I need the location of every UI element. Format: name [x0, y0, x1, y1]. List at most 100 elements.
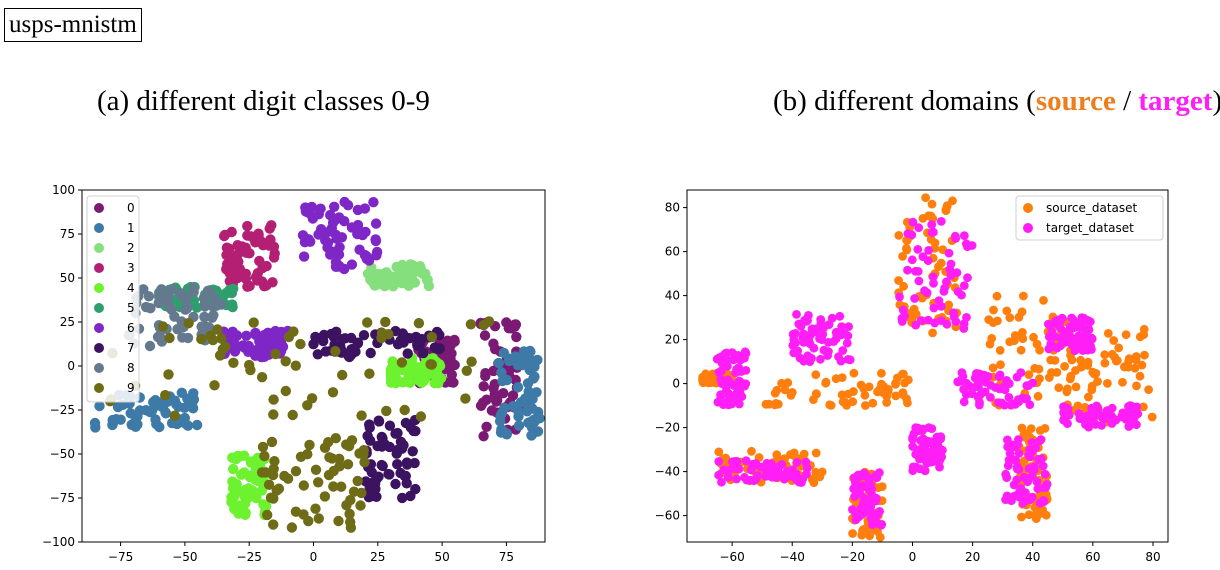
data-point — [995, 346, 1005, 355]
data-point — [389, 363, 400, 374]
data-point — [989, 305, 998, 315]
data-point — [936, 217, 946, 226]
data-point — [1002, 376, 1011, 385]
data-point — [390, 428, 401, 439]
data-point — [313, 513, 324, 524]
data-point — [952, 268, 962, 278]
data-point — [480, 370, 491, 382]
data-point — [154, 289, 165, 300]
data-point — [942, 277, 951, 287]
data-point — [261, 260, 272, 272]
data-point — [1035, 426, 1045, 435]
data-point — [821, 377, 831, 387]
data-point — [1035, 436, 1045, 446]
data-point — [252, 275, 263, 286]
data-point — [957, 290, 966, 300]
data-point — [1054, 315, 1063, 325]
data-point — [483, 316, 495, 327]
data-point — [836, 356, 846, 366]
data-point — [881, 385, 891, 394]
data-point — [250, 460, 261, 471]
data-point — [340, 333, 351, 344]
data-point — [920, 286, 929, 296]
data-point — [1030, 510, 1040, 520]
data-point — [164, 332, 175, 344]
data-point — [405, 362, 417, 373]
data-point — [286, 522, 298, 533]
legend-marker — [94, 303, 104, 313]
data-point — [268, 519, 279, 530]
data-point — [300, 206, 312, 217]
data-point — [860, 390, 870, 400]
data-point — [342, 459, 354, 470]
data-point — [248, 317, 259, 328]
data-point — [1046, 355, 1056, 365]
data-point — [295, 451, 307, 462]
data-point — [365, 274, 376, 285]
data-point — [268, 409, 279, 420]
data-point — [242, 281, 253, 292]
data-point — [907, 230, 917, 240]
caption-b-suffix: ) — [1212, 85, 1220, 117]
y-tick-label: 60 — [665, 245, 680, 259]
data-point — [260, 500, 272, 512]
data-point — [216, 333, 227, 344]
data-point — [376, 332, 387, 344]
data-point — [1079, 335, 1088, 345]
data-point — [930, 318, 940, 328]
data-point — [1002, 306, 1012, 316]
data-point — [861, 401, 870, 410]
data-point — [788, 329, 798, 339]
data-point — [799, 329, 808, 339]
data-point — [1078, 317, 1088, 327]
data-point — [1120, 362, 1129, 372]
data-point — [816, 354, 825, 364]
data-point — [529, 416, 540, 428]
data-point — [261, 280, 272, 291]
data-point — [899, 281, 908, 291]
data-point — [528, 373, 539, 384]
data-point — [415, 372, 426, 383]
data-point — [273, 483, 285, 494]
data-point — [795, 353, 805, 363]
data-point — [493, 357, 504, 369]
data-point — [481, 421, 492, 432]
legend-label: 8 — [127, 361, 135, 375]
data-point — [410, 262, 421, 273]
data-point — [390, 478, 401, 490]
data-point — [868, 398, 878, 408]
data-point — [927, 220, 937, 230]
data-point — [94, 400, 105, 412]
data-point — [1084, 392, 1093, 402]
data-point — [1076, 355, 1086, 365]
data-point — [792, 457, 802, 467]
legend-label: 5 — [127, 301, 135, 315]
data-point — [1017, 423, 1027, 433]
data-point — [894, 231, 904, 240]
data-point — [1039, 497, 1049, 506]
data-point — [288, 326, 299, 337]
legend-marker — [94, 263, 104, 273]
series-9 — [104, 316, 495, 533]
data-point — [228, 463, 239, 475]
x-tick-label: 80 — [1145, 550, 1160, 564]
data-point — [959, 281, 969, 290]
data-point — [328, 481, 339, 492]
data-point — [1107, 349, 1117, 359]
data-point — [740, 472, 749, 482]
data-point — [851, 515, 861, 525]
data-point — [199, 311, 210, 323]
data-point — [838, 346, 848, 355]
series-target_dataset — [712, 217, 1143, 530]
y-tick-label: 40 — [665, 289, 680, 303]
data-point — [859, 528, 868, 538]
legend-label: 6 — [127, 321, 135, 335]
data-point — [911, 266, 920, 276]
data-point — [1081, 328, 1091, 338]
data-point — [331, 326, 342, 337]
data-point — [151, 418, 162, 430]
series-2 — [362, 259, 435, 292]
data-point — [199, 301, 210, 312]
data-point — [233, 508, 244, 519]
data-point — [1144, 385, 1153, 394]
